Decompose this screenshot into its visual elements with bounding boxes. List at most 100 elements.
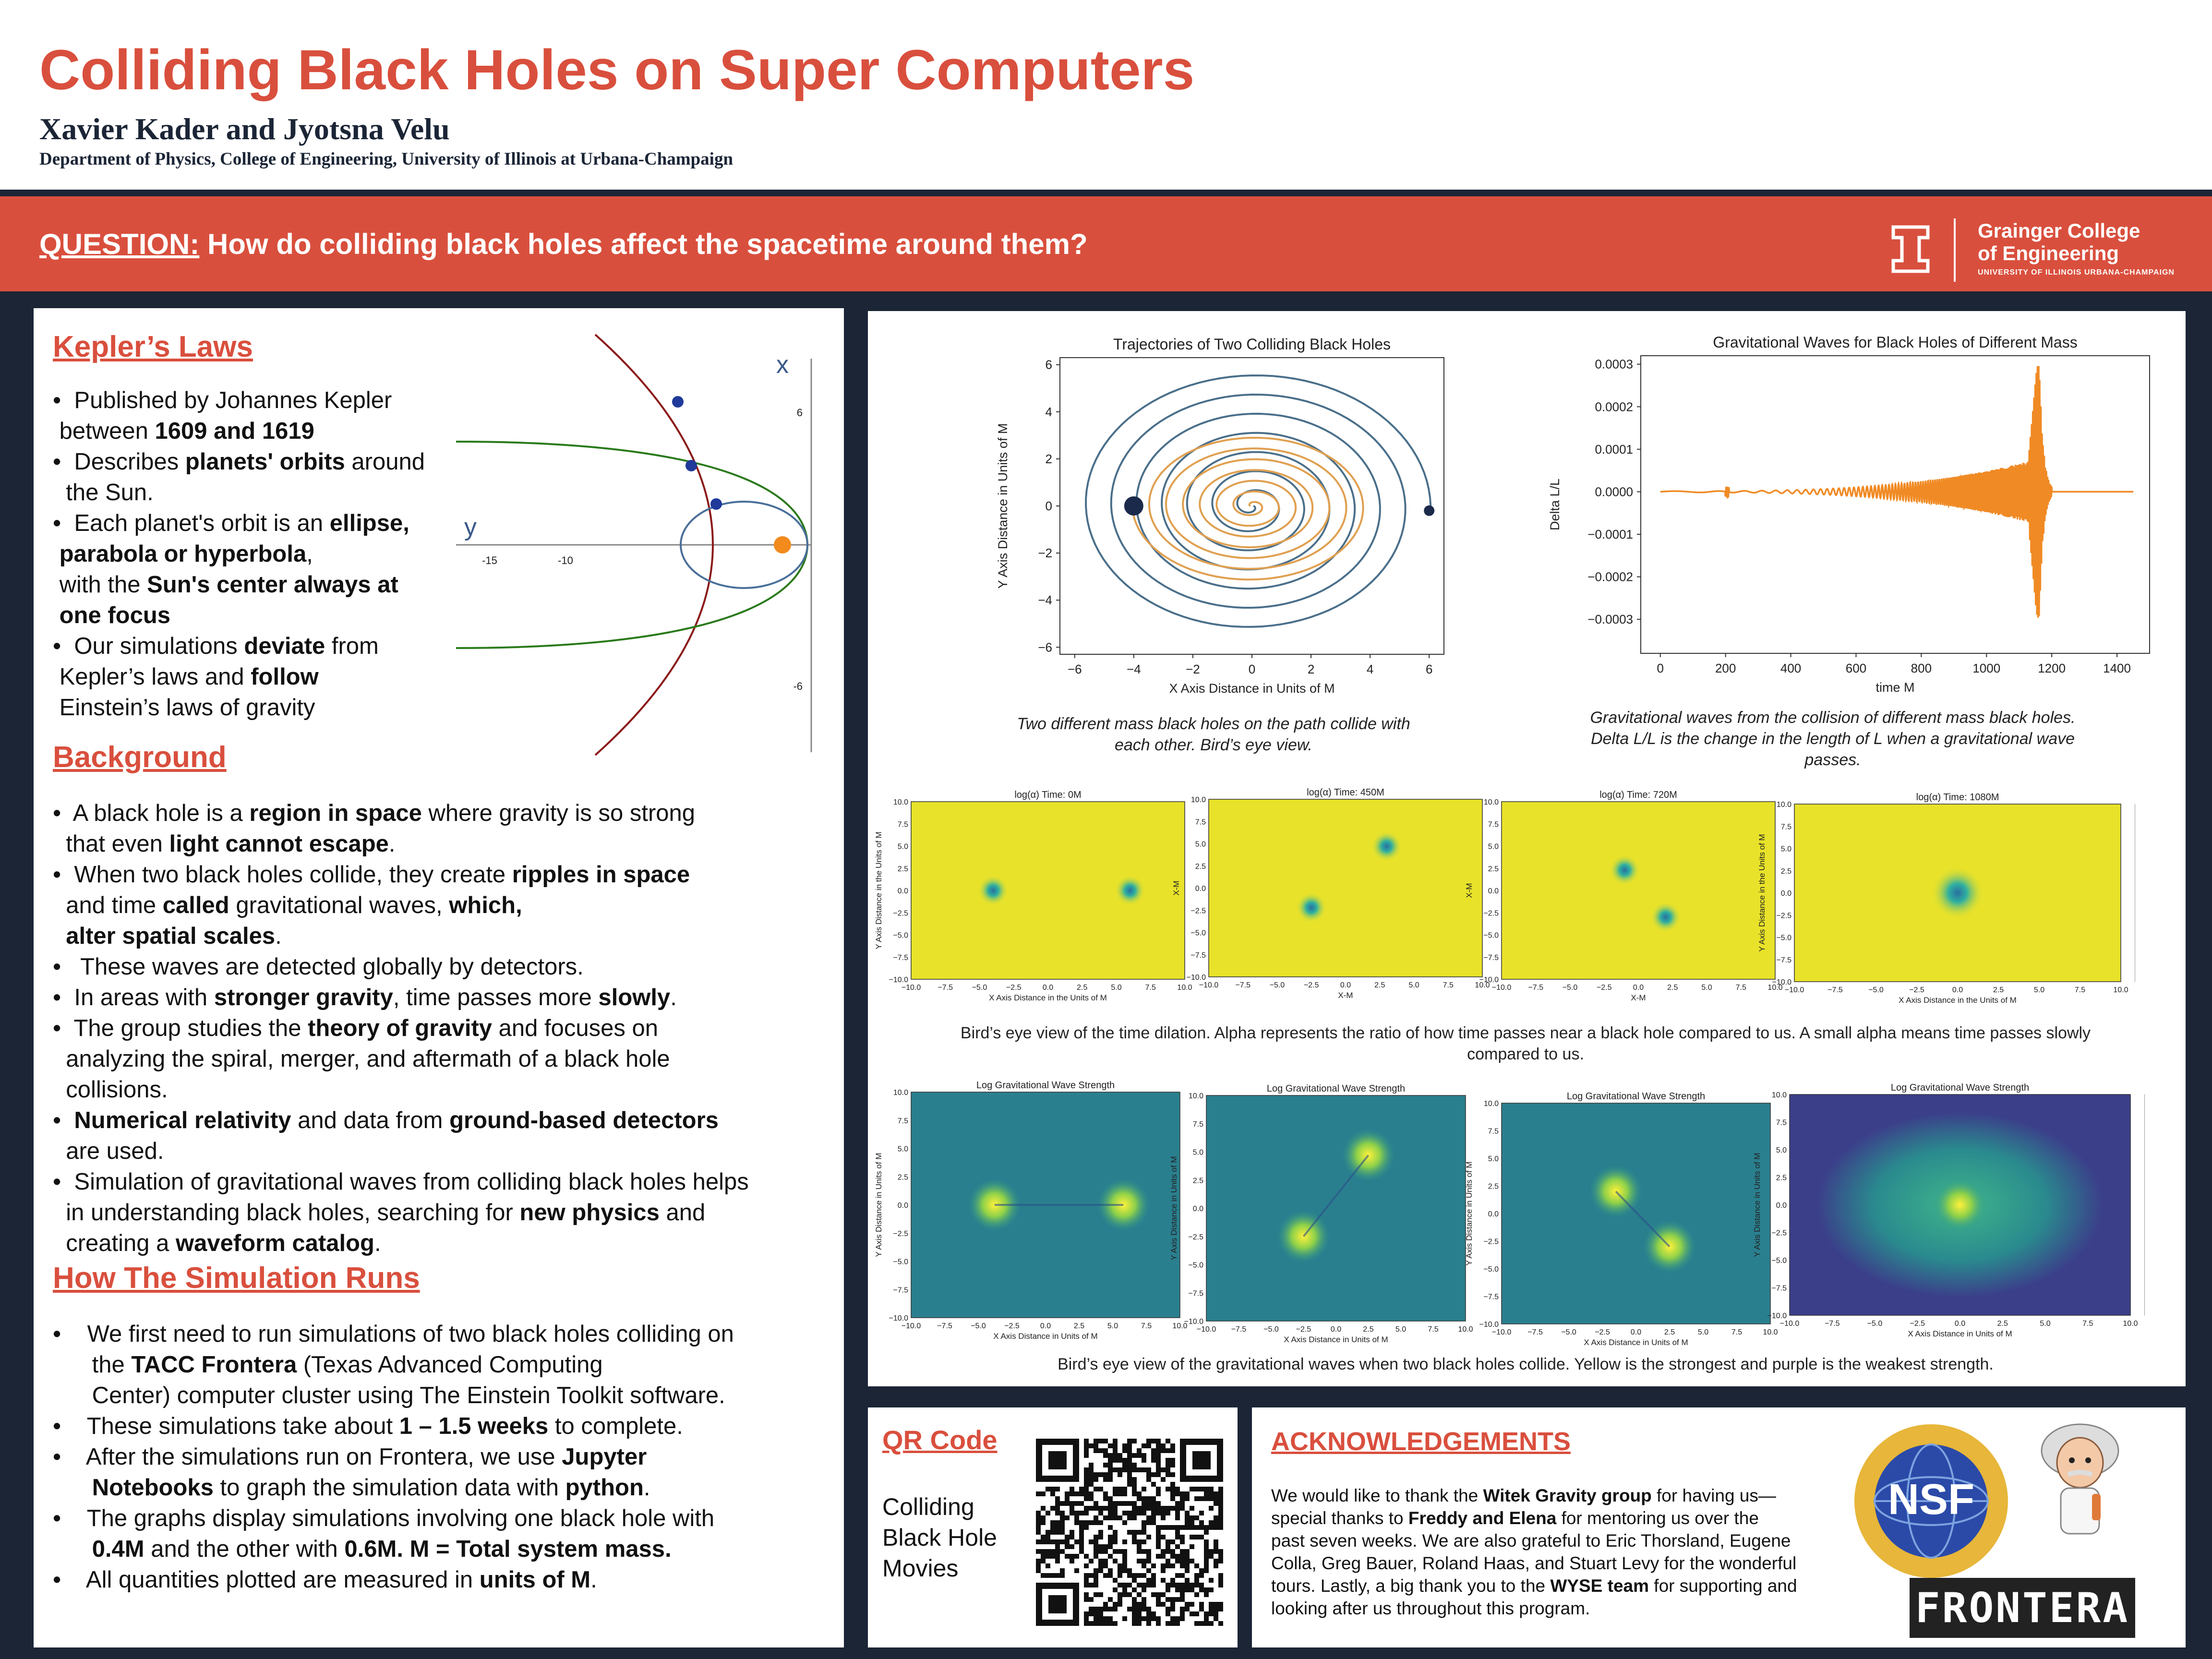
y-tick-label: −4 (1038, 593, 1052, 607)
qr-module (1065, 1491, 1070, 1496)
qr-module (1127, 1477, 1132, 1482)
text-span: the (53, 1352, 132, 1378)
qr-module (1214, 1515, 1218, 1520)
y-tick-label: 5.0 (1193, 1149, 1203, 1157)
qr-module (1036, 1530, 1041, 1535)
x-tick-label: 10.0 (2123, 1320, 2138, 1328)
text-span: . (275, 923, 282, 949)
qr-module (1142, 1530, 1146, 1535)
qr-module (1055, 1554, 1060, 1559)
qr-module (1142, 1587, 1146, 1592)
text-span: • A black hole is a (53, 800, 250, 826)
qr-module (1170, 1506, 1175, 1511)
y-tick-label: −7.5 (893, 954, 908, 962)
qr-module (1079, 1535, 1084, 1539)
qr-module (1089, 1520, 1094, 1525)
qr-module (1199, 1568, 1204, 1573)
x-tick-label: −7.5 (938, 984, 953, 992)
text-span: are used. (53, 1138, 164, 1164)
qr-module (1127, 1453, 1132, 1458)
y-tick-label: 5.0 (1776, 1146, 1787, 1154)
planet-dot (710, 498, 722, 510)
qr-module (1194, 1525, 1199, 1530)
qr-module (1137, 1511, 1142, 1515)
y-tick-label: 2.5 (1488, 1183, 1499, 1191)
qr-module (1098, 1506, 1103, 1511)
qr-module (1094, 1443, 1098, 1448)
poster-title: Colliding Black Holes on Super Computers (39, 38, 1195, 102)
qr-module (1185, 1511, 1190, 1515)
x-tick-label: 5.0 (1698, 1328, 1708, 1336)
y-tick-label: 2 (1046, 452, 1052, 466)
header-divider (0, 190, 2212, 196)
qr-module (1137, 1544, 1142, 1549)
x-tick-label: 2.5 (1997, 1320, 2008, 1328)
x-tick-label: −2.5 (1004, 1322, 1020, 1330)
text-line: • All quantities plotted are measured in… (53, 1564, 597, 1595)
qr-module (1094, 1539, 1098, 1544)
qr-module (1190, 1525, 1194, 1530)
qr-module (1041, 1515, 1046, 1520)
qr-module (1204, 1496, 1209, 1501)
gravitational-wave-caption: Gravitational waves from the collision o… (1590, 709, 2076, 769)
qr-module (1041, 1535, 1046, 1539)
qr-module (1089, 1539, 1094, 1544)
qr-module (1151, 1511, 1156, 1515)
qr-module (1218, 1607, 1223, 1611)
text-line: looking after us throughout this program… (1271, 1597, 1590, 1620)
qr-module (1103, 1549, 1108, 1554)
qr-module (1050, 1487, 1055, 1491)
qr-module (1137, 1491, 1142, 1496)
qr-module (1113, 1535, 1118, 1539)
qr-module (1084, 1573, 1089, 1578)
heatmap-chart-5: log(α) Time: 1080M −10.0−10.0 −7.5 −7.5 −5.0… (1757, 792, 2135, 1005)
y-tick-label: 0 (1046, 499, 1052, 513)
ellipse-orbit (680, 501, 808, 589)
qr-module (1214, 1496, 1218, 1501)
qr-module (1170, 1496, 1175, 1501)
qr-module (1108, 1525, 1113, 1530)
figures-panel: Trajectories of Two Colliding Black Hole… (868, 311, 2186, 1386)
qr-module (1094, 1448, 1098, 1453)
qr-module (1146, 1496, 1151, 1501)
kepler-line: with the Sun's center always at (53, 569, 398, 600)
text-line: • Simulation of gravitational waves from… (53, 1166, 749, 1197)
qr-module (1041, 1554, 1046, 1559)
qr-module (1118, 1453, 1122, 1458)
qr-module (1209, 1554, 1214, 1559)
wave-filament (1302, 1154, 1370, 1237)
qr-module (1166, 1611, 1170, 1616)
qr-module (1166, 1506, 1170, 1511)
qr-module (1098, 1611, 1103, 1616)
bold-text: theory of gravity (308, 1015, 493, 1041)
qr-module (1113, 1487, 1118, 1491)
y-tick-label: −7.5 (1190, 951, 1206, 960)
x-tick-label: −7.5 (1827, 986, 1843, 994)
qr-module (1156, 1539, 1161, 1544)
qr-module (1209, 1525, 1214, 1530)
qr-module (1070, 1535, 1074, 1539)
qr-module (1089, 1467, 1094, 1472)
text-span: analyzing the spiral, merger, and afterm… (53, 1046, 670, 1072)
bold-text: WYSE team (1550, 1576, 1649, 1596)
qr-module (1142, 1525, 1146, 1530)
qr-module (1180, 1616, 1185, 1621)
qr-module (1065, 1544, 1070, 1549)
y-tick-label: −7.5 (1483, 1293, 1499, 1301)
qr-module (1094, 1611, 1098, 1616)
text-span: tours. Lastly, a big thank you to the (1271, 1576, 1551, 1596)
x-tick-label: 1200 (2038, 661, 2066, 675)
trajectory-chart: Trajectories of Two Colliding Black Hole… (996, 336, 1444, 696)
qr-module (1055, 1511, 1060, 1515)
qr-module (1098, 1511, 1103, 1515)
qr-module (1132, 1607, 1137, 1611)
bold-text: python (565, 1475, 644, 1501)
qr-module (1055, 1501, 1060, 1506)
qr-module (1108, 1539, 1113, 1544)
qr-module (1161, 1515, 1166, 1520)
qr-code-icon[interactable] (1036, 1439, 1223, 1626)
trajectory-series-1 (1131, 436, 1364, 581)
hyperbola-curve (594, 334, 714, 756)
text-span: looking after us throughout this program… (1271, 1599, 1590, 1618)
qr-module (1113, 1602, 1118, 1607)
